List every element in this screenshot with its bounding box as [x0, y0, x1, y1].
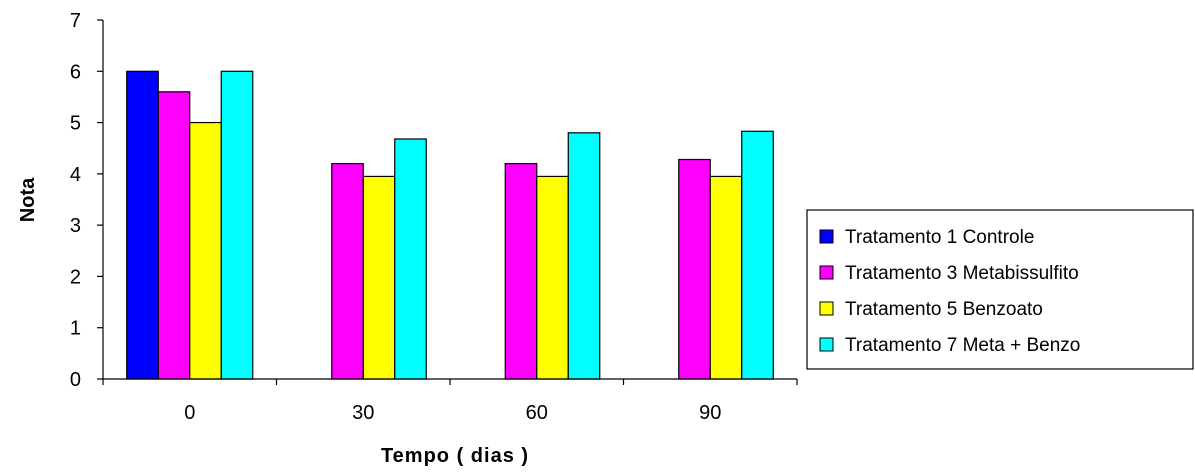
y-tick-label: 4 [70, 164, 81, 186]
legend-swatch [819, 301, 834, 316]
x-tick-label: 60 [526, 402, 548, 424]
x-tick-label: 30 [352, 402, 374, 424]
y-axis-title: Nota [17, 177, 39, 222]
bars-group [126, 70, 774, 380]
legend-swatch [819, 229, 834, 244]
bar [504, 163, 538, 380]
bar [331, 163, 364, 380]
bar [126, 70, 159, 380]
y-tick-label: 7 [70, 10, 81, 32]
legend-box [806, 209, 1194, 370]
y-axis-ticks: 0 1 2 3 4 5 6 7 [70, 10, 103, 391]
y-tick-label: 0 [70, 369, 81, 391]
legend: Tratamento 1 Controle Tratamento 3 Metabi… [806, 209, 1194, 370]
y-tick-label: 5 [70, 113, 81, 135]
legend-label: Tratamento 7 Meta + Benzo [845, 335, 1080, 356]
x-axis-ticks: 0 30 60 90 [102, 379, 798, 424]
x-tick-label: 90 [699, 402, 721, 424]
bar [157, 91, 191, 380]
y-tick-label: 6 [70, 61, 81, 83]
bar [567, 132, 601, 380]
bar [189, 121, 222, 380]
bar [220, 70, 254, 380]
bar [678, 158, 711, 380]
legend-label: Tratamento 5 Benzoato [845, 299, 1043, 320]
legend-label: Tratamento 3 Metabissulfito [845, 263, 1079, 284]
y-tick-label: 3 [70, 215, 81, 237]
y-tick-label: 1 [70, 318, 81, 340]
legend-swatch [819, 337, 834, 352]
y-tick-label: 2 [70, 266, 81, 288]
bar [362, 175, 396, 380]
legend-swatch [819, 265, 834, 280]
bar [741, 130, 774, 380]
x-tick-label: 0 [184, 402, 195, 424]
x-axis-title: Tempo ( dias ) [381, 445, 529, 467]
bar [394, 138, 427, 380]
bar [709, 175, 743, 380]
bar [536, 175, 569, 380]
legend-label: Tratamento 1 Controle [845, 227, 1034, 248]
